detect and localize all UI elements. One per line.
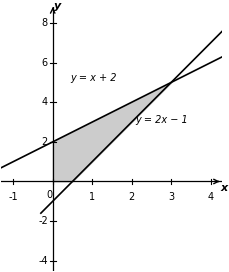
Text: -4: -4 xyxy=(38,256,48,266)
Text: -2: -2 xyxy=(38,216,48,226)
Text: 1: 1 xyxy=(89,192,95,202)
Text: 4: 4 xyxy=(207,192,214,202)
Text: x: x xyxy=(221,183,228,193)
Text: y = x + 2: y = x + 2 xyxy=(71,73,117,84)
Text: -1: -1 xyxy=(8,192,18,202)
Text: y = 2x − 1: y = 2x − 1 xyxy=(136,115,188,125)
Text: 8: 8 xyxy=(42,18,48,28)
Text: 4: 4 xyxy=(42,97,48,107)
Text: 2: 2 xyxy=(128,192,135,202)
Text: 2: 2 xyxy=(42,137,48,147)
Text: 6: 6 xyxy=(42,58,48,68)
Text: 0: 0 xyxy=(46,190,53,200)
Text: y: y xyxy=(54,1,61,11)
Text: 3: 3 xyxy=(168,192,174,202)
